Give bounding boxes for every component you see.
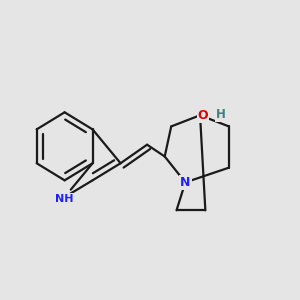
Text: NH: NH bbox=[56, 194, 74, 204]
Text: H: H bbox=[216, 108, 226, 121]
Text: N: N bbox=[180, 176, 190, 189]
Text: O: O bbox=[198, 109, 208, 122]
